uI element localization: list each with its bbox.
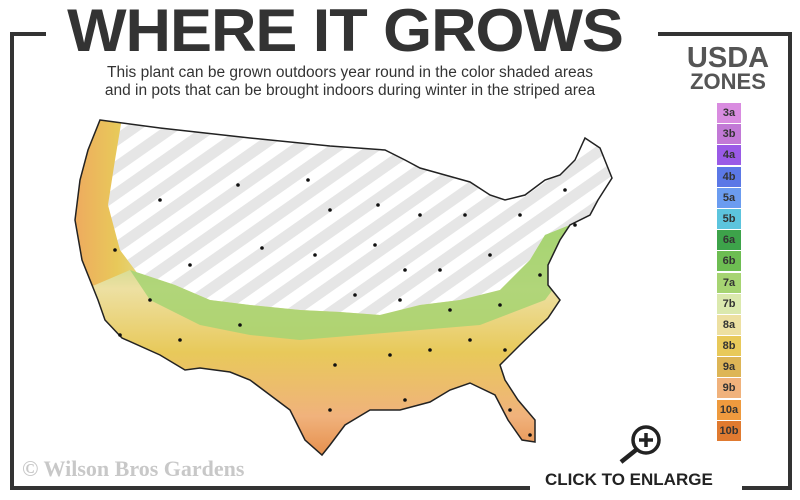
city-marker — [398, 298, 402, 302]
city-marker — [428, 348, 432, 352]
copyright-watermark: © Wilson Bros Gardens — [22, 456, 245, 481]
city-marker — [488, 253, 492, 257]
click-to-enlarge-button[interactable]: CLICK TO ENLARGE — [545, 470, 713, 489]
city-marker — [373, 243, 377, 247]
page-title: WHERE IT GROWS — [67, 0, 624, 64]
legend-title-usda: USDA — [686, 42, 770, 74]
city-marker — [508, 408, 512, 412]
city-marker — [313, 253, 317, 257]
city-marker — [328, 408, 332, 412]
legend-zone-10a: 10a — [717, 399, 741, 420]
city-marker — [418, 213, 422, 217]
city-marker — [158, 198, 162, 202]
city-marker — [498, 303, 502, 307]
city-marker — [328, 208, 332, 212]
city-marker — [333, 363, 337, 367]
city-marker — [376, 203, 380, 207]
zone-legend: 3a 3b 4a 4b 5a 5b 6a 6b 7a 7b 8a 8b 9a 9b 10a 10b — [717, 103, 741, 442]
legend-zone-5a: 5a — [717, 187, 741, 208]
legend-zone-4a: 4a — [717, 145, 741, 166]
frame-bottom-right — [742, 486, 792, 490]
city-marker — [403, 268, 407, 272]
legend-zone-7b: 7b — [717, 293, 741, 314]
city-marker — [388, 353, 392, 357]
page-subtitle: This plant can be grown outdoors year ro… — [40, 64, 660, 100]
legend-zone-3a: 3a — [717, 103, 741, 123]
city-marker — [113, 248, 117, 252]
frame-left — [10, 32, 14, 490]
legend-zone-10b: 10b — [717, 420, 741, 441]
city-marker — [503, 348, 507, 352]
city-marker — [518, 213, 522, 217]
legend-zone-7a: 7a — [717, 272, 741, 293]
legend-zone-9b: 9b — [717, 378, 741, 399]
legend-zone-4b: 4b — [717, 166, 741, 187]
subtitle-line-2: and in pots that can be brought indoors … — [104, 82, 596, 99]
city-marker — [438, 268, 442, 272]
city-marker — [238, 323, 242, 327]
city-marker — [573, 223, 577, 227]
frame-right — [788, 32, 792, 490]
frame-top-right — [658, 32, 792, 36]
frame-top-left — [10, 32, 46, 36]
city-marker — [148, 298, 152, 302]
legend-title-zones: ZONES — [690, 69, 766, 94]
city-marker — [448, 308, 452, 312]
city-marker — [236, 183, 240, 187]
city-marker — [118, 333, 122, 337]
city-marker — [468, 338, 472, 342]
subtitle-line-1: This plant can be grown outdoors year ro… — [107, 64, 593, 81]
zoom-in-magnifier-icon[interactable] — [615, 423, 665, 465]
legend-zone-6b: 6b — [717, 251, 741, 272]
legend-zone-9a: 9a — [717, 357, 741, 378]
city-markers — [113, 178, 577, 437]
legend-zone-6a: 6a — [717, 230, 741, 251]
city-marker — [178, 338, 182, 342]
city-marker — [538, 273, 542, 277]
legend-title: USDA ZONES — [676, 42, 780, 94]
city-marker — [306, 178, 310, 182]
frame-bottom-left — [10, 486, 530, 490]
city-marker — [260, 246, 264, 250]
legend-zone-3b: 3b — [717, 124, 741, 145]
green-transition-band — [130, 225, 575, 340]
city-marker — [528, 433, 532, 437]
city-marker — [563, 188, 567, 192]
city-marker — [188, 263, 192, 267]
city-marker — [353, 293, 357, 297]
legend-zone-8b: 8b — [717, 336, 741, 357]
legend-zone-8a: 8a — [717, 314, 741, 335]
city-marker — [403, 398, 407, 402]
legend-zone-5b: 5b — [717, 208, 741, 229]
city-marker — [463, 213, 467, 217]
